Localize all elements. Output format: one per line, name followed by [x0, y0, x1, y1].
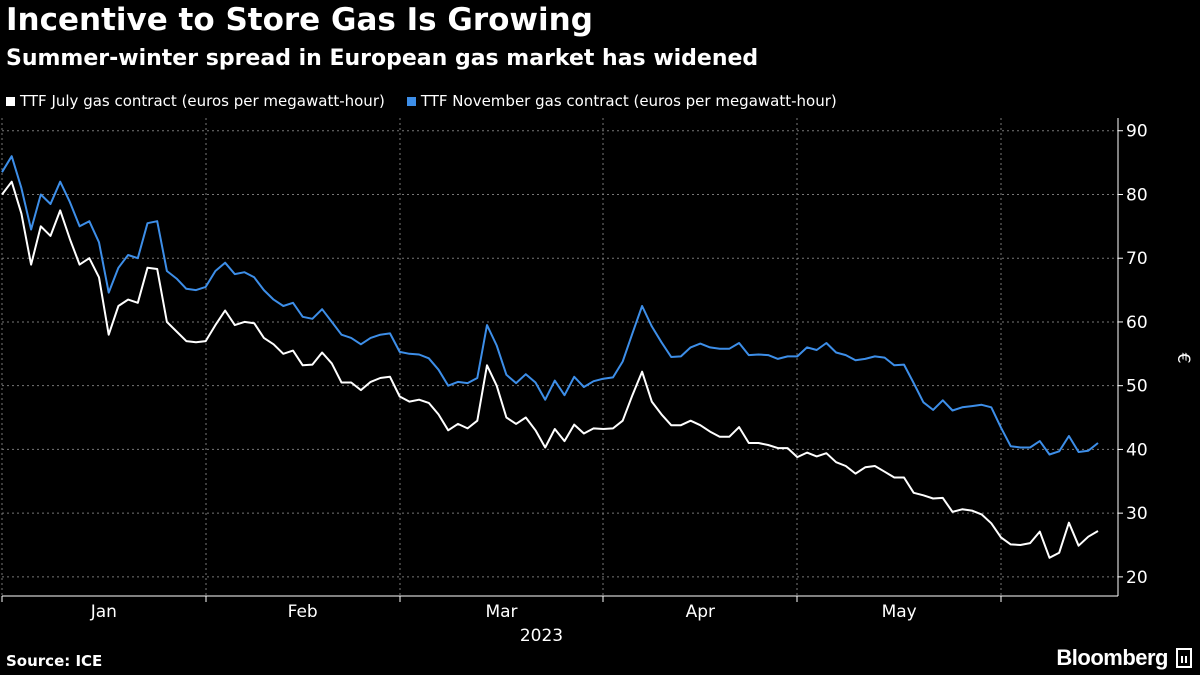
- y-tick-label-20: 20: [1126, 568, 1148, 588]
- y-tick-label-80: 80: [1126, 185, 1148, 205]
- axes: [1, 118, 1123, 602]
- chart-title: Incentive to Store Gas Is Growing: [6, 2, 593, 38]
- series-line-july: [1, 180, 1099, 559]
- y-tick-label-70: 70: [1126, 249, 1148, 269]
- y-tick-label-40: 40: [1126, 440, 1148, 460]
- y-tick-label-30: 30: [1126, 504, 1148, 524]
- terminal-icon: [1176, 648, 1192, 668]
- x-tick-label-jan: Jan: [90, 602, 117, 622]
- legend-item-november: TTF November gas contract (euros per meg…: [406, 92, 837, 110]
- chart-subtitle: Summer-winter spread in European gas mar…: [6, 46, 759, 71]
- x-year-label: 2023: [520, 626, 563, 646]
- source-note: Source: ICE: [6, 652, 103, 670]
- x-tick-label-apr: Apr: [686, 602, 715, 622]
- legend-swatch-july: [6, 96, 15, 106]
- x-tick-label-feb: Feb: [288, 602, 318, 622]
- legend: TTF July gas contract (euros per megawat…: [6, 92, 837, 110]
- series-line-november: [1, 155, 1099, 456]
- y-tick-label-60: 60: [1126, 313, 1148, 333]
- y-tick-label-90: 90: [1126, 122, 1148, 142]
- y-tick-label-50: 50: [1126, 377, 1148, 397]
- x-tick-label-mar: Mar: [485, 602, 517, 622]
- legend-item-july: TTF July gas contract (euros per megawat…: [6, 92, 385, 110]
- brand: Bloomberg: [1056, 645, 1192, 671]
- x-tick-label-may: May: [882, 602, 917, 622]
- grid: [1, 118, 1118, 596]
- legend-swatch-november: [406, 96, 416, 106]
- y-axis-label: €: [1173, 353, 1193, 364]
- brand-logo-text: Bloomberg: [1056, 645, 1168, 670]
- legend-label-july: TTF July gas contract (euros per megawat…: [20, 92, 385, 110]
- series: [1, 155, 1099, 559]
- axis-labels: 20 30 40 50 60 70 80 90 Jan Feb Mar Apr May 2023 €: [90, 122, 1193, 646]
- legend-label-november: TTF November gas contract (euros per meg…: [420, 92, 837, 110]
